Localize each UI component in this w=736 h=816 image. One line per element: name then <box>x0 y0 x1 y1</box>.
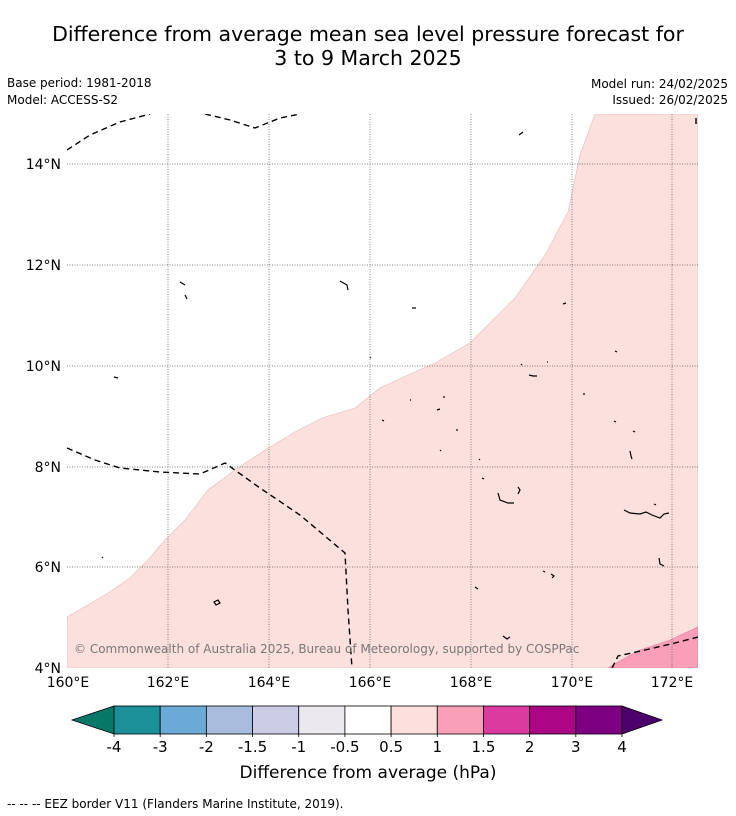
y-tick-label: 10°N <box>26 359 61 375</box>
x-tick-label: 168°E <box>450 675 493 691</box>
colorbar-swatch <box>252 705 300 735</box>
colorbar-swatch <box>436 705 484 735</box>
issued-date: Issued: 26/02/2025 <box>612 93 728 107</box>
colorbar-swatch <box>575 705 623 735</box>
copyright-text: © Commonwealth of Australia 2025, Bureau… <box>74 642 579 656</box>
colorbar-swatch <box>529 705 577 735</box>
colorbar-label: Difference from average (hPa) <box>240 763 497 783</box>
eez-borders <box>67 114 698 668</box>
colorbar-tick-label: -2 <box>199 738 214 756</box>
colorbar-swatch <box>159 705 207 735</box>
y-tick-label: 14°N <box>26 157 61 173</box>
colorbar-tick-label: -4 <box>107 738 122 756</box>
base-period: Base period: 1981-2018 <box>7 76 152 90</box>
colorbar-tick-label: -0.5 <box>330 738 359 756</box>
islands <box>101 131 670 640</box>
colorbar-tick-label: 0.5 <box>379 738 403 756</box>
colorbar-swatch <box>344 705 392 735</box>
y-tick-label: 12°N <box>26 258 61 274</box>
model-name: Model: ACCESS-S2 <box>7 93 119 107</box>
colorbar-swatch <box>205 705 253 735</box>
colorbar-under-arrow <box>70 705 115 735</box>
x-axis: 160°E 162°E 164°E 166°E 168°E 170°E 172°… <box>47 675 694 691</box>
colorbar-tick-label: 4 <box>617 738 627 756</box>
x-tick-label: 164°E <box>248 675 291 691</box>
colorbar-swatch <box>298 705 346 735</box>
colorbar-swatch <box>113 705 161 735</box>
colorbar-over-arrow <box>621 705 664 735</box>
anomaly-region-1-1.5 <box>607 626 698 668</box>
colorbar-tick-label: -3 <box>153 738 168 756</box>
model-run: Model run: 24/02/2025 <box>590 77 728 91</box>
y-tick-label: 4°N <box>35 661 61 677</box>
colorbar-tick-label: 3 <box>571 738 581 756</box>
anomaly-region-0.5-1 <box>67 114 698 668</box>
x-tick-label: 166°E <box>349 675 392 691</box>
x-tick-label: 170°E <box>551 675 594 691</box>
colorbar-tick-label: -1.5 <box>238 738 267 756</box>
colorbar-swatch <box>390 705 438 735</box>
eez-legend-text: -- -- -- EEZ border V11 (Flanders Marine… <box>7 797 344 811</box>
colorbar-tick-label: 1.5 <box>472 738 496 756</box>
title-line-2: 3 to 9 March 2025 <box>274 46 462 70</box>
colorbar-tick-label: -1 <box>291 738 306 756</box>
x-tick-label: 162°E <box>147 675 190 691</box>
map-gridlines <box>67 114 698 668</box>
title-line-1: Difference from average mean sea level p… <box>52 22 684 46</box>
colorbar-tick-label: 1 <box>432 738 442 756</box>
y-tick-label: 6°N <box>35 560 61 576</box>
colorbar: -4 -3 -2 -1.5 -1 -0.5 0.5 1 1.5 2 3 4 <box>70 705 664 756</box>
map-title: Difference from average mean sea level p… <box>0 22 736 70</box>
x-tick-label: 172°E <box>651 675 694 691</box>
y-tick-label: 8°N <box>35 460 61 476</box>
map-area: © Commonwealth of Australia 2025, Bureau… <box>67 114 698 668</box>
y-axis: 14°N 12°N 10°N 8°N 6°N 4°N <box>26 157 61 677</box>
x-tick-label: 160°E <box>47 675 90 691</box>
colorbar-swatch <box>483 705 531 735</box>
colorbar-tick-label: 2 <box>525 738 535 756</box>
